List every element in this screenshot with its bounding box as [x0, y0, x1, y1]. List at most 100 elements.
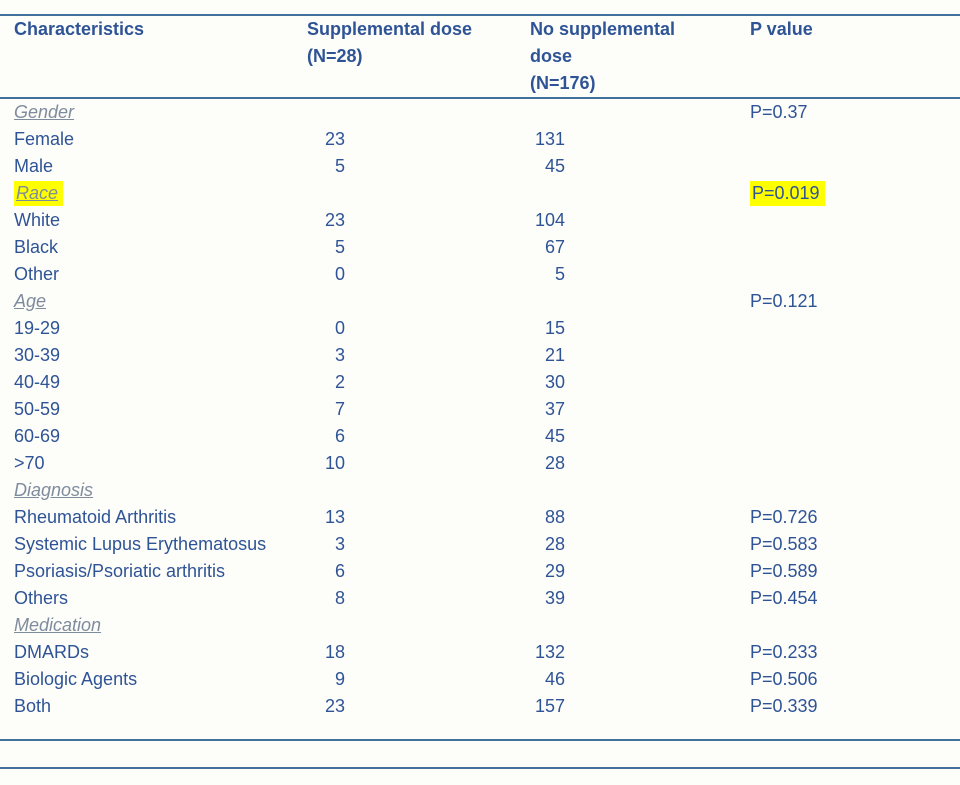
table-row: Medication	[0, 612, 960, 639]
p-value-cell	[750, 261, 960, 288]
supp-dose-cell: 5	[334, 237, 345, 257]
no-supp-dose-cell: 5	[554, 264, 565, 284]
row-label-cell: Medication	[14, 615, 102, 635]
row-label-cell: DMARDs	[14, 642, 89, 662]
p-value-cell	[750, 126, 960, 153]
p-value-cell	[750, 234, 960, 261]
row-label-cell: >70	[14, 453, 45, 473]
table-row: Black 5 67	[0, 234, 960, 261]
no-supp-dose-cell: 88	[544, 507, 565, 527]
table-body: Gender P=0.37 Female 23 131 Male 5 45 Ra…	[0, 99, 960, 720]
table-top-rule	[0, 14, 960, 16]
row-label-cell: 40-49	[14, 372, 61, 392]
no-supp-dose-cell: 132	[534, 642, 565, 662]
supp-dose-cell	[307, 180, 530, 207]
p-value-cell	[750, 477, 960, 504]
table-row: Systemic Lupus Erythematosus 3 28 P=0.58…	[0, 531, 960, 558]
supp-dose-cell: 3	[334, 534, 345, 554]
supp-dose-cell	[307, 288, 530, 315]
p-value-cell: P=0.583	[750, 534, 818, 554]
p-value-cell: P=0.506	[750, 669, 818, 689]
p-value-cell	[750, 612, 960, 639]
p-value-cell	[750, 396, 960, 423]
supp-dose-cell: 7	[334, 399, 345, 419]
supp-dose-cell: 2	[334, 372, 345, 392]
table-row: Male 5 45	[0, 153, 960, 180]
top-margin	[0, 0, 960, 14]
table-row: 19-29 0 15	[0, 315, 960, 342]
supp-dose-cell: 18	[324, 642, 345, 662]
p-value-cell	[750, 450, 960, 477]
table-row: Diagnosis	[0, 477, 960, 504]
no-supp-dose-cell: 157	[534, 696, 565, 716]
table-row: Female 23 131	[0, 126, 960, 153]
no-supp-dose-cell	[530, 612, 750, 639]
supp-dose-cell	[307, 99, 530, 126]
p-value-cell: P=0.339	[750, 696, 818, 716]
row-label-cell: 30-39	[14, 345, 61, 365]
table-row: DMARDs 18 132 P=0.233	[0, 639, 960, 666]
header-p-value: P value	[750, 19, 813, 39]
p-value-cell	[750, 315, 960, 342]
header-supplemental-dose: Supplemental dose (N=28)	[307, 19, 473, 66]
footer-gap	[0, 720, 960, 739]
supp-dose-cell: 5	[334, 156, 345, 176]
table-header-row: Characteristics Supplemental dose (N=28)…	[0, 16, 960, 97]
p-value-cell: P=0.121	[750, 291, 818, 311]
supp-dose-cell: 8	[334, 588, 345, 608]
table-row: 40-49 2 30	[0, 369, 960, 396]
row-label-cell: 60-69	[14, 426, 61, 446]
table-row: Gender P=0.37	[0, 99, 960, 126]
row-label-cell: Race	[0, 180, 307, 207]
row-label-cell: Age	[14, 291, 47, 311]
no-supp-dose-cell	[530, 288, 750, 315]
supp-dose-cell: 10	[324, 453, 345, 473]
supp-dose-cell: 13	[324, 507, 345, 527]
row-label-cell: Psoriasis/Psoriatic arthritis	[14, 561, 226, 581]
supp-dose-cell: 23	[324, 696, 345, 716]
supp-dose-cell: 0	[334, 318, 345, 338]
header-characteristics: Characteristics	[14, 19, 145, 39]
row-label-cell: 50-59	[14, 399, 61, 419]
no-supp-dose-cell: 104	[534, 210, 565, 230]
table-row: Psoriasis/Psoriatic arthritis 6 29 P=0.5…	[0, 558, 960, 585]
row-label-cell: Gender	[14, 102, 75, 122]
no-supp-dose-cell: 131	[534, 129, 565, 149]
supp-dose-cell: 6	[334, 561, 345, 581]
row-label-cell: 19-29	[14, 318, 61, 338]
supp-dose-cell: 0	[334, 264, 345, 284]
supp-dose-cell: 23	[324, 210, 345, 230]
highlighted-text: P=0.019	[750, 181, 825, 206]
no-supp-dose-cell: 28	[544, 453, 565, 473]
table-row: Others 8 39 P=0.454	[0, 585, 960, 612]
row-label-cell: White	[14, 210, 61, 230]
no-supp-dose-cell: 37	[544, 399, 565, 419]
row-label-cell: Rheumatoid Arthritis	[14, 507, 177, 527]
no-supp-dose-cell: 30	[544, 372, 565, 392]
row-label-cell: Diagnosis	[14, 480, 94, 500]
supp-dose-cell: 9	[334, 669, 345, 689]
supp-dose-cell	[307, 612, 530, 639]
p-value-cell: P=0.233	[750, 642, 818, 662]
no-supp-dose-cell: 29	[544, 561, 565, 581]
table-row: Biologic Agents 9 46 P=0.506	[0, 666, 960, 693]
no-supp-dose-cell	[530, 99, 750, 126]
highlighted-text: Race	[14, 181, 64, 206]
p-value-cell: P=0.019	[750, 180, 960, 207]
table-row: Race P=0.019	[0, 180, 960, 207]
row-label-cell: Systemic Lupus Erythematosus	[14, 534, 267, 554]
table-row: Other 0 5	[0, 261, 960, 288]
no-supp-dose-cell: 67	[544, 237, 565, 257]
row-label-cell: Both	[14, 696, 52, 716]
p-value-cell	[750, 342, 960, 369]
p-value-cell	[750, 207, 960, 234]
p-value-cell: P=0.726	[750, 507, 818, 527]
supp-dose-cell: 3	[334, 345, 345, 365]
table-row: Age P=0.121	[0, 288, 960, 315]
header-bottom-rule	[0, 97, 960, 99]
supp-dose-cell: 23	[324, 129, 345, 149]
table-bottom-rule-2	[0, 767, 960, 769]
table-row: 60-69 6 45	[0, 423, 960, 450]
no-supp-dose-cell	[530, 180, 750, 207]
